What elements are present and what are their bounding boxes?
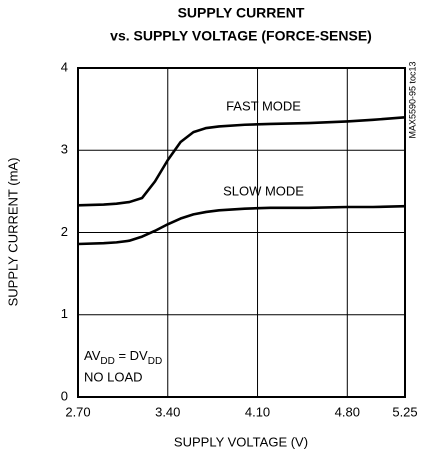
condition-part: DD (148, 356, 162, 367)
chart-title: SUPPLY CURRENT (178, 5, 305, 21)
x-tick-label: 2.70 (65, 404, 90, 419)
legend-label: SLOW MODE (223, 183, 304, 198)
condition-part: = DV (115, 348, 148, 363)
x-tick-label: 5.25 (392, 404, 417, 419)
series-line (77, 204, 406, 246)
series-line (77, 116, 406, 207)
y-tick-label: 2 (61, 224, 68, 239)
chart-subtitle: vs. SUPPLY VOLTAGE (FORCE-SENSE) (110, 28, 372, 44)
y-tick-label: 3 (61, 142, 68, 157)
condition-note: NO LOAD (84, 369, 143, 384)
y-tick-label: 1 (61, 306, 68, 321)
x-tick-label: 4.10 (245, 404, 270, 419)
side-note: MAX5590-95 toc13 (407, 61, 417, 138)
condition-part: AV (84, 348, 101, 363)
x-tick-label: 4.80 (335, 404, 360, 419)
x-tick-label: 3.40 (155, 404, 180, 419)
y-tick-label: 4 (61, 59, 68, 74)
x-axis-label: SUPPLY VOLTAGE (V) (174, 434, 308, 449)
plot-frame (77, 67, 406, 398)
y-tick-label: 0 (61, 388, 68, 403)
condition-part: DD (100, 356, 114, 367)
legend-label: FAST MODE (226, 99, 301, 114)
y-axis-label: SUPPLY CURRENT (mA) (5, 158, 20, 307)
condition-label: AVDD = DVDD (84, 348, 162, 366)
